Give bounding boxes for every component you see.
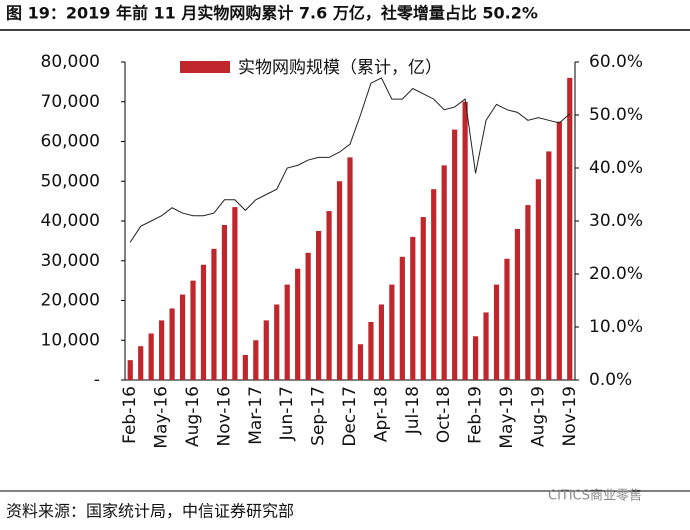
y-tick-label: 10,000 <box>41 330 100 350</box>
bar <box>525 205 531 380</box>
bar <box>567 77 573 381</box>
source: 资料来源：国家统计局，中信证券研究部 <box>6 502 294 521</box>
chart-title: 图 19：2019 年前 11 月实物网购累计 7.6 万亿，社零增量占比 50… <box>6 4 538 23</box>
y-tick-label: 70,000 <box>41 92 100 112</box>
bar <box>305 252 311 380</box>
y-tick-label: - <box>94 370 100 390</box>
x-tick-label: Mar-17 <box>246 386 266 445</box>
bar <box>169 308 175 380</box>
y2-tick-label: 0.0% <box>589 370 632 390</box>
legend-label: 实物网购规模（累计，亿） <box>238 58 442 78</box>
bar <box>556 121 562 380</box>
y2-tick-label: 10.0% <box>589 317 643 337</box>
bar <box>431 189 437 380</box>
bar <box>274 304 280 380</box>
bar <box>200 264 207 380</box>
y2-tick-label: 50.0% <box>589 105 643 125</box>
bar <box>368 321 374 380</box>
y-tick-label: 60,000 <box>41 132 100 152</box>
x-tick-label: Aug-16 <box>183 386 203 447</box>
y-tick-label: 30,000 <box>41 251 100 271</box>
bar <box>232 207 238 380</box>
bar <box>504 258 510 380</box>
x-tick-label: Oct-18 <box>434 386 454 443</box>
bar <box>472 336 479 380</box>
bar <box>221 224 228 380</box>
bar <box>253 340 259 380</box>
x-tick-label: Feb-16 <box>120 386 140 444</box>
legend-swatch <box>180 61 230 73</box>
y-tick-label: 80,000 <box>41 52 100 72</box>
line <box>129 77 571 243</box>
bar <box>420 217 426 380</box>
bar <box>159 320 165 380</box>
y2-tick-label: 30.0% <box>589 211 643 231</box>
bar <box>316 230 322 380</box>
x-tick-label: May-16 <box>152 386 172 449</box>
x-tick-label: Nov-19 <box>560 386 580 447</box>
bar <box>190 280 196 380</box>
y-tick-label: 20,000 <box>41 291 100 311</box>
bar <box>399 256 405 380</box>
bar <box>493 284 500 380</box>
y2-tick-label: 20.0% <box>589 264 643 284</box>
bar <box>295 268 301 380</box>
x-tick-label: Feb-19 <box>466 386 486 444</box>
y2-tick-label: 40.0% <box>589 158 643 178</box>
bar <box>326 211 332 380</box>
y-tick-label: 40,000 <box>41 211 100 231</box>
bar <box>483 312 489 380</box>
x-tick-label: Jun-17 <box>277 386 297 441</box>
x-tick-label: May-19 <box>497 386 517 449</box>
bar <box>452 129 458 380</box>
bar <box>138 346 144 380</box>
bar <box>263 320 269 380</box>
y2-tick-label: 60.0% <box>589 52 643 72</box>
bar <box>410 236 416 380</box>
bar <box>357 344 364 380</box>
bar <box>284 284 290 380</box>
bar <box>535 179 541 380</box>
y-tick-label: 50,000 <box>41 171 100 191</box>
bar <box>336 181 343 380</box>
x-tick-label: Dec-17 <box>340 386 360 447</box>
x-tick-label: Jul-18 <box>403 386 423 435</box>
bar <box>389 284 395 380</box>
bar <box>347 157 353 380</box>
bar <box>127 360 133 380</box>
bar <box>514 228 521 380</box>
bar <box>441 165 447 380</box>
x-tick-label: Apr-18 <box>371 386 391 442</box>
bar <box>211 248 217 380</box>
bar <box>378 304 384 380</box>
x-tick-label: Sep-17 <box>309 386 329 446</box>
bar <box>242 354 248 380</box>
bar <box>462 101 468 380</box>
bar <box>148 333 154 380</box>
x-tick-label: Nov-16 <box>214 386 234 447</box>
x-tick-label: Aug-19 <box>528 386 548 447</box>
bar <box>546 151 552 380</box>
watermark: CITICS商业零售 <box>548 488 642 504</box>
bar <box>179 294 186 380</box>
